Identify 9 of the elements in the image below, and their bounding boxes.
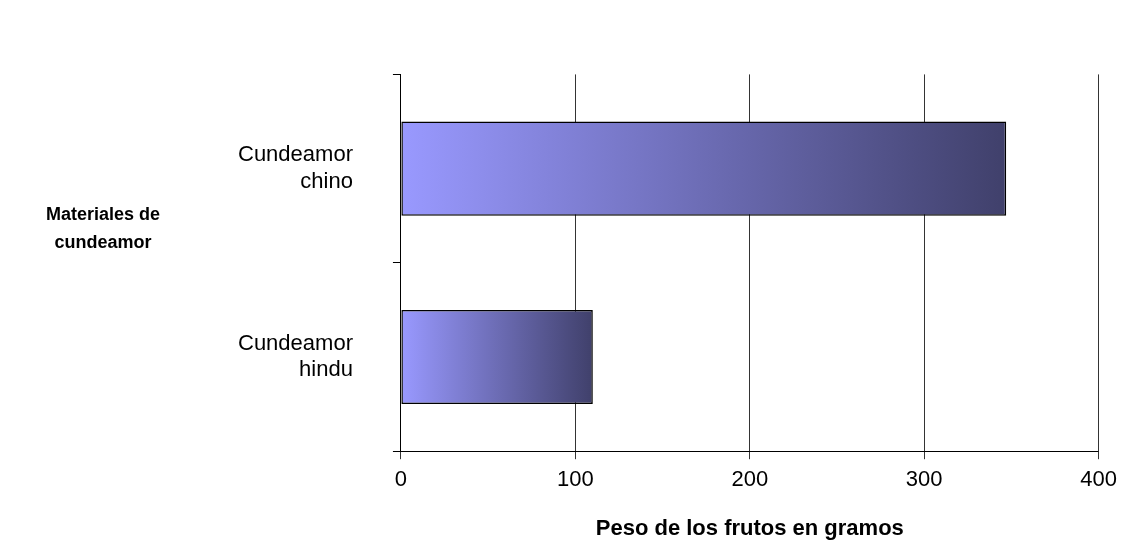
x-axis-title: Peso de los frutos en gramos [595,514,904,540]
y-tick-label: Cundeamor chino [238,141,353,193]
x-tick-label: 100 [557,466,594,492]
y-axis-title: Materiales de cundeamor [44,203,162,254]
x-tick-label: 400 [1080,466,1118,492]
x-tick-label: 200 [731,466,769,492]
x-tick-label: 0 [394,466,408,492]
x-tick-label: 300 [905,466,943,492]
y-tick-label: Cundeamor hindu [238,329,353,382]
